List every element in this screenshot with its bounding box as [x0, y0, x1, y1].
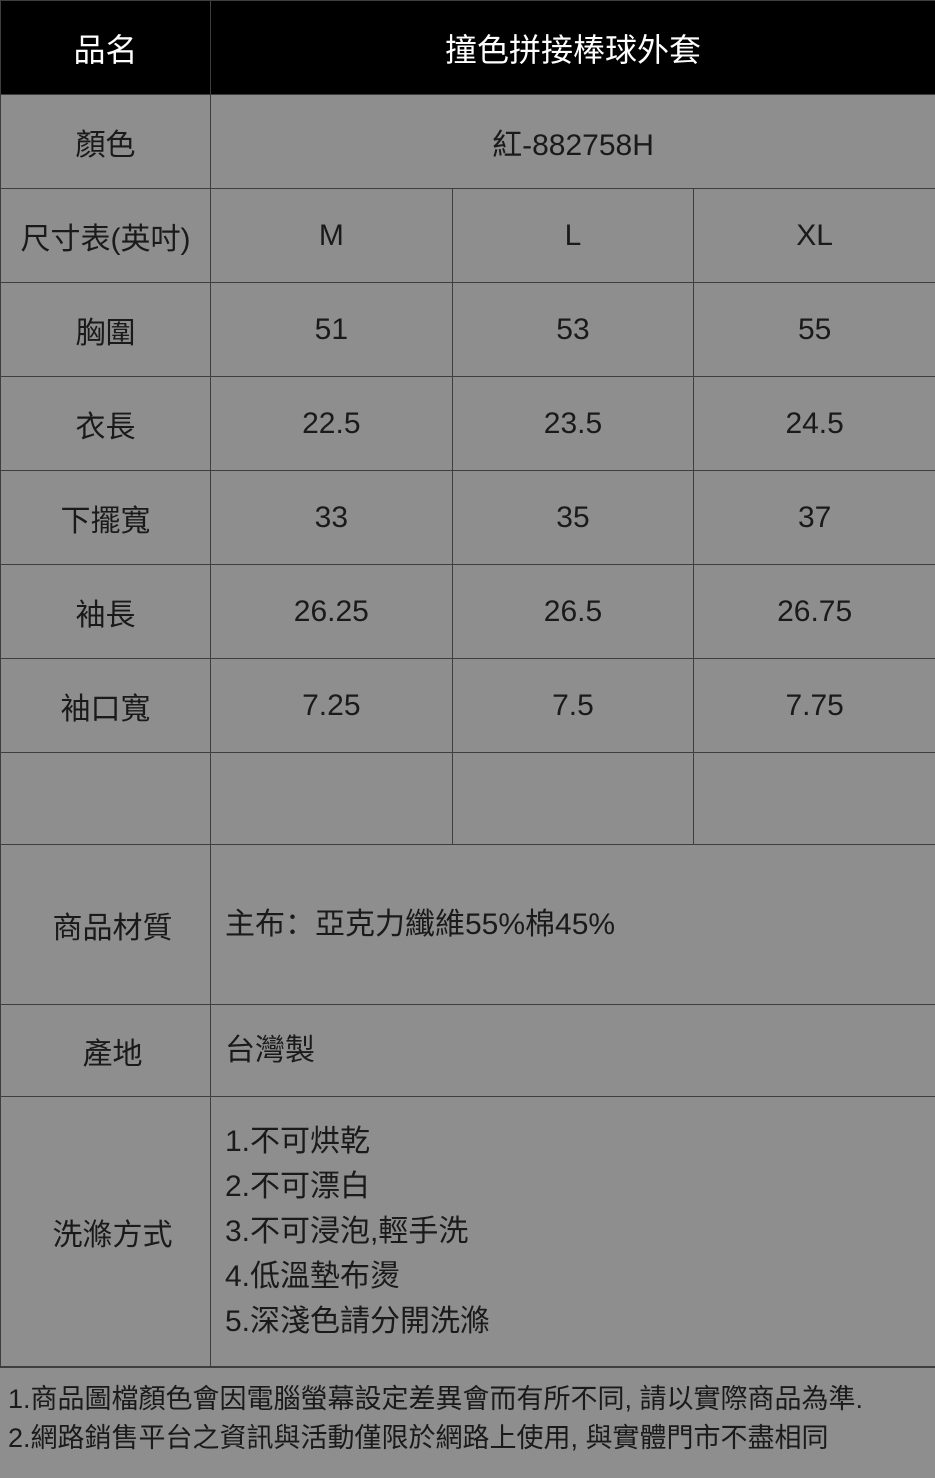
- measure-cell: 7.5: [452, 659, 694, 753]
- color-label: 顏色: [1, 95, 211, 189]
- material-label: 商品材質: [1, 845, 211, 1005]
- spacer-cell: [452, 753, 694, 845]
- size-table-label: 尺寸表(英吋): [1, 189, 211, 283]
- header-row: 品名 撞色拼接棒球外套: [1, 1, 935, 95]
- material-row: 商品材質 主布：亞克力纖維55%棉45%: [1, 845, 935, 1005]
- name-label: 品名: [1, 1, 211, 95]
- spacer-cell: [694, 753, 935, 845]
- wash-line: 1.不可烘乾: [225, 1119, 935, 1164]
- table-row: 下擺寬 33 35 37: [1, 471, 935, 565]
- measure-cell: 55: [694, 283, 935, 377]
- wash-line: 3.不可浸泡,輕手洗: [225, 1209, 935, 1254]
- measure-cell: 7.75: [694, 659, 935, 753]
- size-col-xl: XL: [694, 189, 935, 283]
- measure-cell: 26.75: [694, 565, 935, 659]
- footnotes: 1.商品圖檔顏色會因電腦螢幕設定差異會而有所不同, 請以實際商品為準. 2.網路…: [0, 1367, 935, 1478]
- product-spec-table: 品名 撞色拼接棒球外套 顏色 紅-882758H 尺寸表(英吋) M L XL …: [0, 0, 935, 1367]
- wash-line: 2.不可漂白: [225, 1164, 935, 1209]
- wash-label: 洗滌方式: [1, 1097, 211, 1367]
- table-row: 衣長 22.5 23.5 24.5: [1, 377, 935, 471]
- measure-label: 下擺寬: [1, 471, 211, 565]
- spacer-row: [1, 753, 935, 845]
- color-value: 紅-882758H: [211, 95, 935, 189]
- measure-cell: 51: [211, 283, 453, 377]
- measure-cell: 23.5: [452, 377, 694, 471]
- origin-label: 產地: [1, 1005, 211, 1097]
- measure-label: 袖口寬: [1, 659, 211, 753]
- origin-value: 台灣製: [211, 1005, 935, 1097]
- origin-row: 產地 台灣製: [1, 1005, 935, 1097]
- wash-row: 洗滌方式 1.不可烘乾 2.不可漂白 3.不可浸泡,輕手洗 4.低溫墊布燙 5.…: [1, 1097, 935, 1367]
- measure-cell: 26.5: [452, 565, 694, 659]
- spacer-cell: [211, 753, 453, 845]
- color-row: 顏色 紅-882758H: [1, 95, 935, 189]
- measure-label: 袖長: [1, 565, 211, 659]
- measure-cell: 53: [452, 283, 694, 377]
- table-row: 袖口寬 7.25 7.5 7.75: [1, 659, 935, 753]
- product-name: 撞色拼接棒球外套: [211, 1, 935, 95]
- measure-cell: 22.5: [211, 377, 453, 471]
- wash-line: 4.低溫墊布燙: [225, 1254, 935, 1299]
- material-value: 主布：亞克力纖維55%棉45%: [211, 845, 935, 1005]
- size-header-row: 尺寸表(英吋) M L XL: [1, 189, 935, 283]
- size-col-m: M: [211, 189, 453, 283]
- measure-cell: 37: [694, 471, 935, 565]
- footnote-line: 1.商品圖檔顏色會因電腦螢幕設定差異會而有所不同, 請以實際商品為準.: [8, 1380, 927, 1419]
- wash-line: 5.深淺色請分開洗滌: [225, 1299, 935, 1344]
- table-row: 袖長 26.25 26.5 26.75: [1, 565, 935, 659]
- measure-cell: 26.25: [211, 565, 453, 659]
- spacer-cell: [1, 753, 211, 845]
- footnote-line: 2.網路銷售平台之資訊與活動僅限於網路上使用, 與實體門市不盡相同: [8, 1419, 927, 1458]
- measure-label: 胸圍: [1, 283, 211, 377]
- measure-label: 衣長: [1, 377, 211, 471]
- wash-value: 1.不可烘乾 2.不可漂白 3.不可浸泡,輕手洗 4.低溫墊布燙 5.深淺色請分…: [211, 1097, 935, 1367]
- measure-cell: 24.5: [694, 377, 935, 471]
- table-row: 胸圍 51 53 55: [1, 283, 935, 377]
- measure-cell: 33: [211, 471, 453, 565]
- measure-cell: 7.25: [211, 659, 453, 753]
- size-col-l: L: [452, 189, 694, 283]
- measure-cell: 35: [452, 471, 694, 565]
